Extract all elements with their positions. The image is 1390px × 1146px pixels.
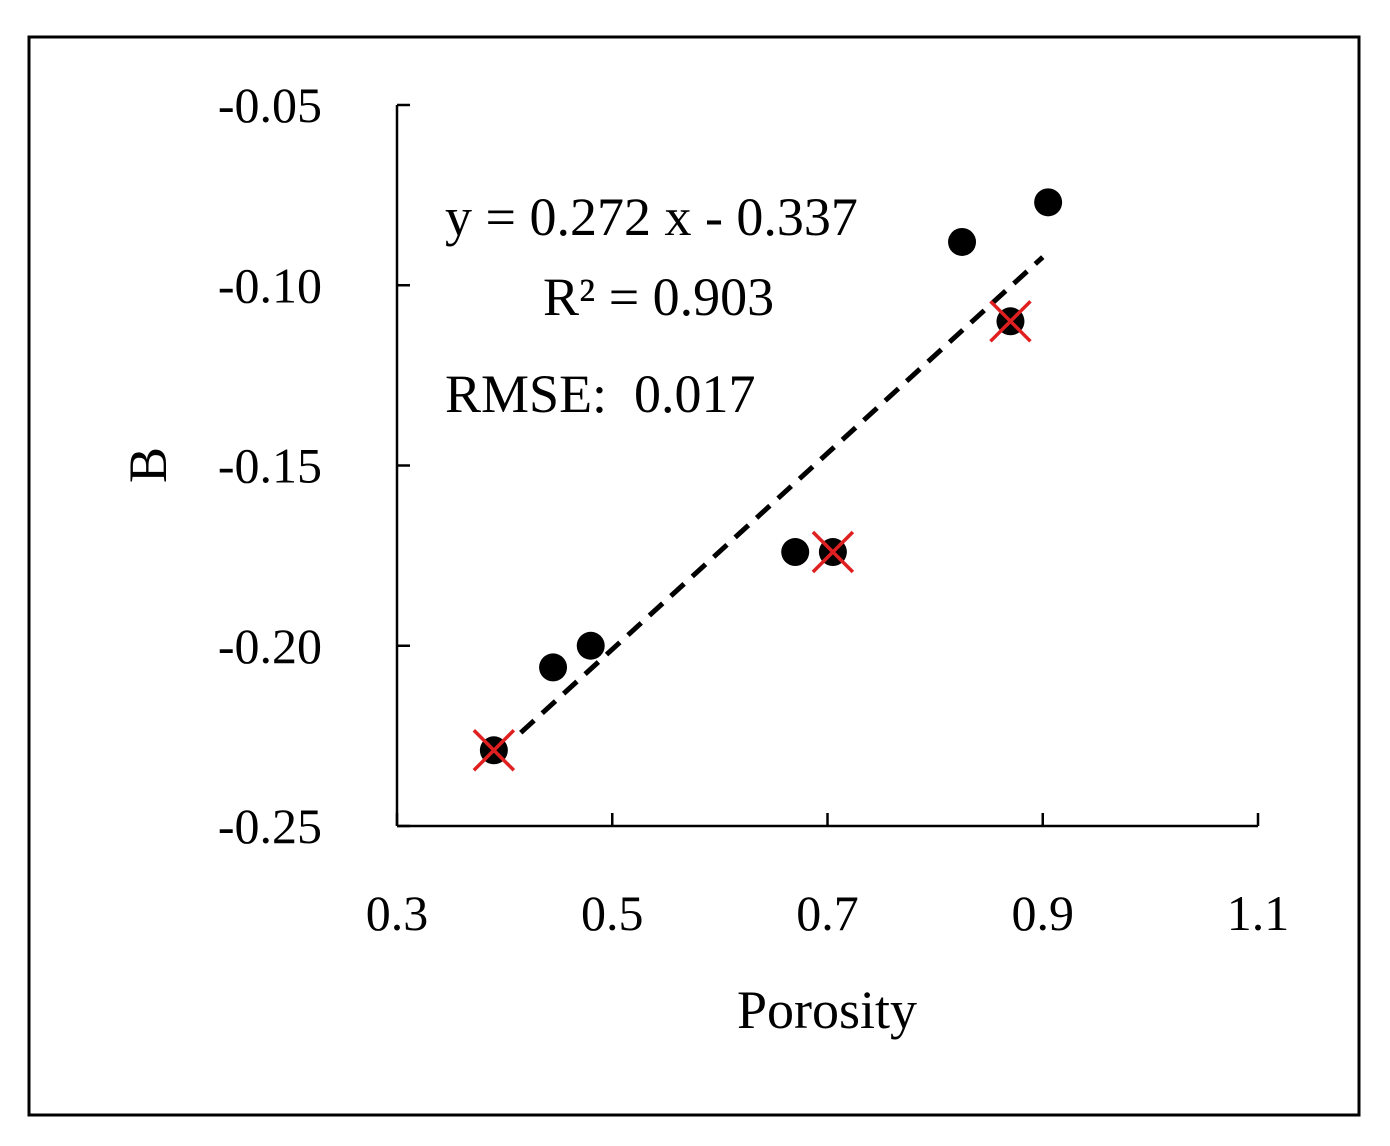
rmse-label: RMSE: 0.017	[445, 364, 756, 424]
x-axis-title: Porosity	[737, 980, 917, 1040]
x-tick-label: 0.7	[796, 885, 859, 941]
y-axis-title: B	[118, 447, 178, 483]
data-point	[1034, 188, 1063, 217]
y-ticks: -0.05 -0.10 -0.15 -0.20 -0.25	[218, 77, 410, 854]
data-point	[781, 538, 810, 567]
y-tick-label: -0.10	[218, 257, 322, 313]
cross-stroke	[811, 530, 855, 574]
equation-label: y = 0.272 x - 0.337	[445, 187, 858, 247]
x-tick-label: 0.3	[366, 885, 429, 941]
y-tick-label: -0.05	[218, 77, 322, 133]
x-tick-label: 1.1	[1227, 885, 1290, 941]
x-tick-label: 0.9	[1012, 885, 1075, 941]
highlight-crosses	[472, 300, 1032, 772]
cross-stroke	[989, 300, 1032, 343]
fit-line	[519, 255, 1045, 735]
cross-stroke	[472, 729, 516, 772]
y-tick-label: -0.20	[218, 618, 322, 674]
fit-line-group	[519, 255, 1045, 735]
cross-marker	[989, 300, 1032, 343]
data-point	[539, 653, 568, 682]
r2-label: R² = 0.903	[543, 267, 774, 327]
x-ticks: 0.3 0.5 0.7 0.9 1.1	[366, 813, 1290, 941]
x-tick-label: 0.5	[581, 885, 644, 941]
y-tick-label: -0.15	[218, 438, 322, 494]
data-point	[948, 227, 977, 256]
y-tick-label: -0.25	[218, 798, 322, 854]
cross-marker	[472, 729, 516, 772]
data-point	[576, 631, 605, 660]
cross-marker	[811, 530, 855, 574]
